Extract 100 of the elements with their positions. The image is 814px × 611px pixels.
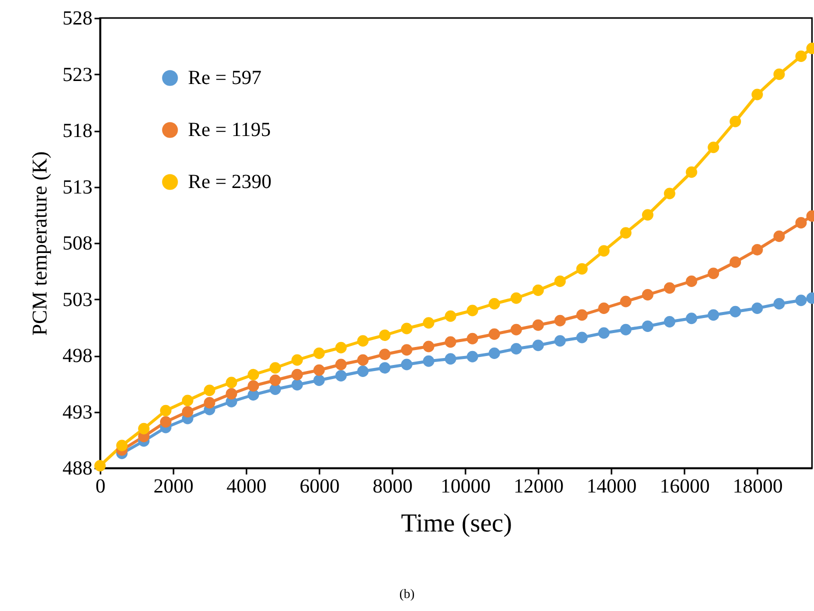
point [466,332,478,344]
point [686,166,698,178]
point [291,379,303,390]
point [686,312,698,324]
y-tick-label: 528 [62,8,92,30]
point [204,397,216,408]
point [357,366,369,377]
point [313,364,325,376]
x-tick-label: 18000 [732,476,783,498]
point [554,276,566,287]
point [510,324,522,336]
point [795,50,807,62]
point [598,302,610,314]
x-tick-label: 8000 [372,476,413,498]
point [466,304,478,316]
point [335,358,347,370]
point [730,116,742,128]
y-axis-title: PCM temperature (K) [28,151,52,336]
y-tick-label: 523 [62,64,92,86]
y-tick-label: 503 [62,288,92,311]
point [182,406,194,418]
point [422,317,434,329]
x-tick-label: 12000 [514,476,564,498]
point [160,404,172,416]
point [291,368,303,380]
point [664,282,676,294]
text: (b) [398,586,416,602]
point [401,358,412,370]
point [335,370,347,382]
point [532,340,544,352]
point [422,355,434,367]
point [510,292,522,304]
point [160,416,172,428]
point [357,335,369,347]
point [576,263,588,275]
point [313,374,325,386]
y-tick-label: 513 [62,176,92,198]
point [730,256,742,268]
point [291,354,303,366]
point [642,289,654,300]
point [138,422,150,434]
y-tick-label: 518 [62,120,92,142]
point [401,322,412,334]
point [795,294,807,306]
point [379,348,390,360]
point [664,188,676,200]
point [226,388,238,400]
point [620,324,632,336]
point [598,327,610,339]
point [576,332,588,344]
point [773,230,785,242]
point [642,209,654,221]
point [270,374,281,386]
point [686,276,698,287]
y-tick-label: 498 [62,345,92,367]
x-tick-label: 2000 [154,476,194,498]
point [313,348,325,359]
point [270,362,281,374]
point [379,362,390,374]
x-tick-label: 6000 [300,476,340,498]
x-axis-title: Time (sec) [401,508,512,538]
point [401,344,412,356]
point [116,440,128,452]
x-tick-label: 0 [96,476,106,498]
point [488,328,500,340]
point [642,320,654,332]
point [510,343,522,354]
y-tick-label: 508 [62,232,92,254]
legend-label: Re = 597 [188,67,262,89]
point [444,353,456,365]
point [248,380,260,392]
x-tick-label: 4000 [226,476,267,498]
point [773,68,785,80]
point [554,335,566,347]
point [708,142,720,154]
point [752,88,763,100]
point [620,227,632,239]
point [335,342,347,354]
x-tick-label: 14000 [586,476,637,498]
point [664,316,676,328]
point [708,268,720,280]
point [488,348,500,359]
point [248,368,260,380]
point [620,296,632,308]
point [554,314,566,326]
x-tick-label: 10000 [440,476,491,498]
point [752,244,763,256]
legend-label: Re = 2390 [188,171,272,193]
y-tick-label: 493 [62,401,92,424]
y-tick-label: 488 [62,458,92,480]
point [488,298,500,310]
point [422,340,434,352]
point [532,319,544,331]
point [598,245,610,257]
point [357,354,369,366]
point [730,306,742,318]
point [444,336,456,348]
point [773,298,785,310]
legend-label: Re = 1195 [188,119,271,141]
point [752,302,763,314]
